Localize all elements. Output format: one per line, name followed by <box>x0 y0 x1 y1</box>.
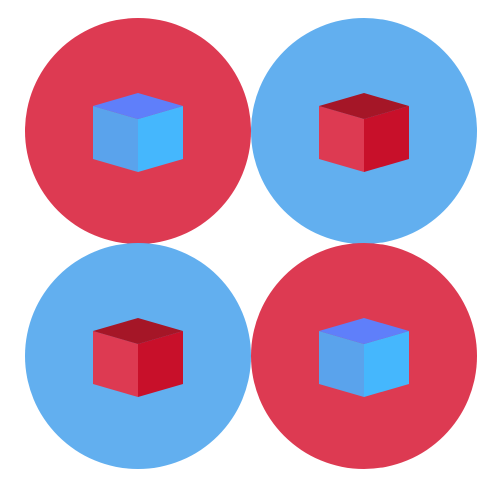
cube-right-face <box>138 106 183 172</box>
tile-top-left <box>25 18 251 244</box>
cube-left-face <box>319 331 364 397</box>
cube-right-face <box>364 331 409 397</box>
cube-top-face <box>319 318 409 344</box>
red-cube <box>319 93 409 172</box>
tile-top-right <box>251 18 477 244</box>
cube-left-face <box>93 106 138 172</box>
cube-top-face <box>93 318 183 344</box>
red-cube <box>93 318 183 397</box>
blue-cube <box>93 93 183 172</box>
cube-left-face <box>93 331 138 397</box>
cube-right-face <box>364 106 409 172</box>
cube-top-face <box>319 93 409 119</box>
tile-bottom-left <box>25 243 251 469</box>
blue-cube <box>319 318 409 397</box>
cube-left-face <box>319 106 364 172</box>
tile-bottom-right <box>251 243 477 469</box>
cube-top-face <box>93 93 183 119</box>
cube-right-face <box>138 331 183 397</box>
